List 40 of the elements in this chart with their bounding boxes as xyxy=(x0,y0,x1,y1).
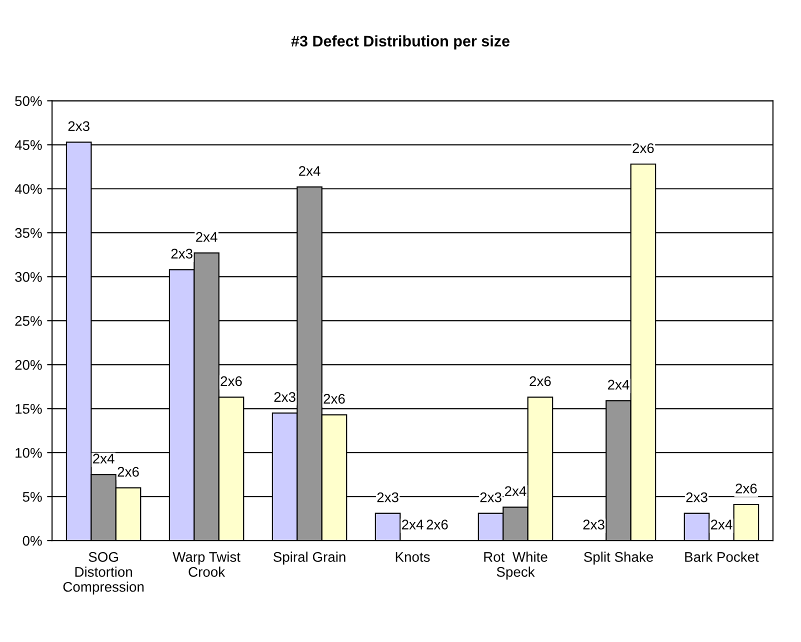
chart-title: #3 Defect Distribution per size xyxy=(291,35,510,50)
text: 2x3 xyxy=(583,520,604,530)
series-label: 2x4 xyxy=(505,486,526,496)
series-label: 2x6 xyxy=(118,466,139,477)
text: 2x6 xyxy=(530,376,551,386)
text: 2x6 xyxy=(324,394,345,404)
y-tick-label: 20% xyxy=(15,360,42,370)
y-tick-label: 15% xyxy=(16,404,42,414)
x-tick-label: Warp Twist Crook xyxy=(172,552,240,577)
text: 2x4 xyxy=(608,380,630,390)
x-tick-label: Split Shake xyxy=(584,552,653,565)
text: 2x3 xyxy=(171,248,192,259)
text: 2x6 xyxy=(426,520,448,530)
text: 2x4 xyxy=(402,520,424,530)
y-tick-label: 25% xyxy=(15,316,42,326)
text: 2x3 xyxy=(377,492,398,502)
y-tick-label: 40% xyxy=(14,184,42,194)
y-tick-label: 0% xyxy=(22,536,42,546)
y-tick-label: 30% xyxy=(15,272,42,282)
x-tick-label: SOG Distortion Compression xyxy=(63,552,144,595)
series-label: 2x3 xyxy=(68,121,90,132)
text: 2x3 xyxy=(274,392,296,402)
y-tick-label: 10% xyxy=(16,448,42,458)
y-tick-label: 5% xyxy=(22,492,42,502)
text: 2x4 xyxy=(196,232,218,242)
text: 2x6 xyxy=(632,143,654,154)
text: 2x6 xyxy=(736,484,757,494)
text: 2x4 xyxy=(710,520,732,530)
y-tick-label: 45% xyxy=(14,140,42,150)
x-tick-label: Knots xyxy=(396,552,430,562)
text: 2x4 xyxy=(93,454,114,464)
text: 2x3 xyxy=(686,492,708,502)
text: 2x4 xyxy=(299,166,320,176)
y-tick-label: 35% xyxy=(15,228,42,238)
x-tick-label: Rot White Speck xyxy=(484,552,548,580)
y-tick-label: 50% xyxy=(15,96,42,106)
text: 2x6 xyxy=(220,376,242,386)
x-tick-label: Bark Pocket xyxy=(685,552,759,562)
x-tick-label: Spiral Grain xyxy=(273,552,346,565)
text: 2x3 xyxy=(480,492,502,502)
